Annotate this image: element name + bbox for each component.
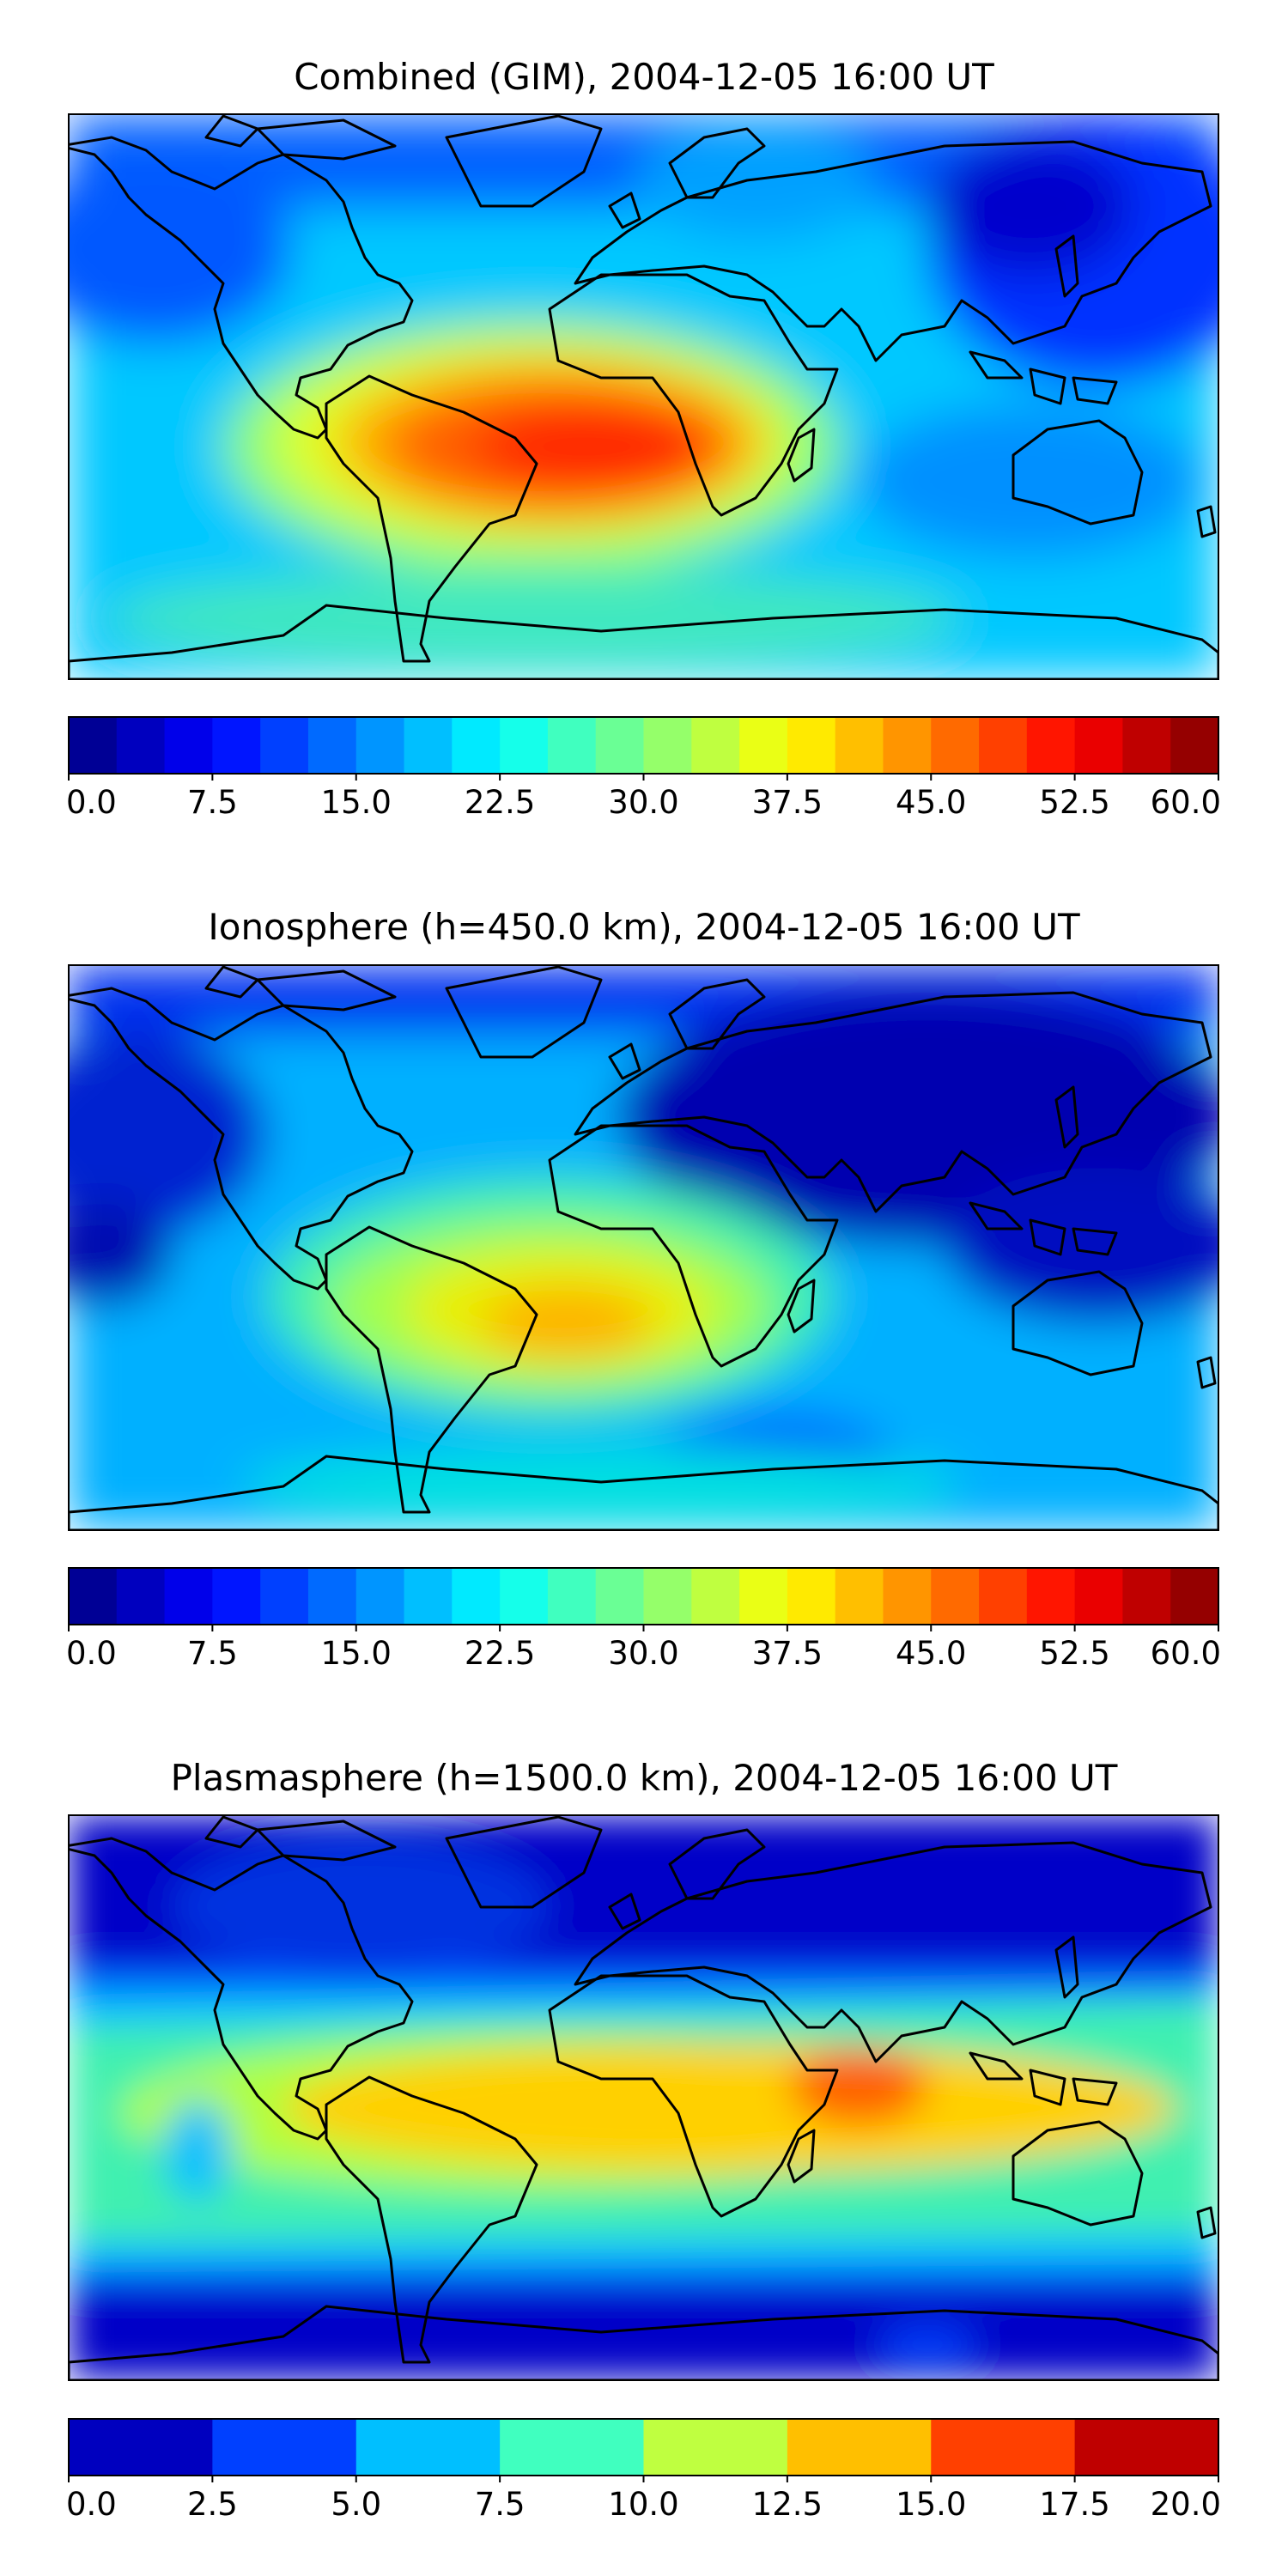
colorbar-tick-label: 45.0 [896,1635,966,1672]
colorbar-segment [931,2419,1076,2476]
colorbar-segment [691,717,740,774]
colorbar-tick-label: 30.0 [608,784,678,821]
colorbar: 0.0 2.5 5.0 7.5 10.0 12.5 15.0 17.5 20.0 [66,2418,1221,2523]
colorbar-segment [307,1568,357,1625]
colorbar-segment [452,1568,501,1625]
colorbar-segment [260,1568,309,1625]
colorbar-segment [500,2419,645,2476]
colorbar-segment [931,717,980,774]
colorbar-segment [1026,717,1076,774]
colorbar-segment [643,2419,788,2476]
colorbar: 0.0 7.5 15.0 22.5 30.0 37.5 45.0 52.5 60.0 [66,716,1221,821]
colorbar-segment [212,1568,261,1625]
colorbar-tick-label: 10.0 [608,2486,678,2523]
colorbar-tick-label: 22.5 [465,1635,535,1672]
colorbar-tick-label: 15.0 [321,784,392,821]
colorbar-segment [643,717,692,774]
colorbar-segment [835,717,884,774]
colorbar-segment [355,1568,405,1625]
colorbar-tick-label: 60.0 [1151,1635,1221,1672]
colorbar-segment [116,717,166,774]
colorbar-segment [787,1568,836,1625]
colorbar-segment [1170,717,1219,774]
map-title: Ionosphere (h=450.0 km), 2004-12-05 16:0… [208,906,1080,948]
colorbar-segment [116,1568,166,1625]
colorbar-segment [212,717,261,774]
colorbar-segment [643,1568,692,1625]
colorbar-segment [69,1568,118,1625]
map-frame [68,113,1219,680]
colorbar-tick-label: 52.5 [1039,1635,1109,1672]
colorbar-segment [307,717,357,774]
colorbar-segment [1122,1568,1171,1625]
colorbar-tick-label: 60.0 [1151,784,1221,821]
colorbar-segment [931,1568,980,1625]
colorbar-segment [404,1568,453,1625]
colorbar-tick-label: 0.0 [66,1635,117,1672]
colorbar-tick-label: 12.5 [752,2486,823,2523]
colorbar-segment [1074,717,1124,774]
heatmap-field [69,965,1218,1530]
colorbar-segment [547,1568,597,1625]
colorbar-segment [404,717,453,774]
colorbar-tick-label: 22.5 [465,784,535,821]
colorbar-segment [1026,1568,1076,1625]
colorbar-segment [164,1568,213,1625]
colorbar-segment [260,717,309,774]
colorbar-segment [355,717,405,774]
colorbar-tick-label: 15.0 [896,2486,966,2523]
colorbar-segment [883,717,932,774]
colorbar-segment [355,2419,501,2476]
colorbar-segment [164,717,213,774]
colorbar-segment [883,1568,932,1625]
colorbar-segment [979,1568,1028,1625]
colorbar-tick-label: 7.5 [187,1635,238,1672]
colorbar-segment [500,1568,549,1625]
heatmap-field [69,114,1218,679]
colorbar-segment [739,1568,788,1625]
colorbar-tick-label: 5.0 [331,2486,381,2523]
colorbar-segment [595,1568,645,1625]
colorbar-tick-label: 30.0 [608,1635,678,1672]
colorbar-segment [69,2419,213,2476]
map-title: Combined (GIM), 2004-12-05 16:00 UT [294,56,994,98]
colorbar-segment [787,2419,932,2476]
colorbar-tick-label: 7.5 [475,2486,526,2523]
colorbar: 0.0 7.5 15.0 22.5 30.0 37.5 45.0 52.5 60.0 [66,1567,1221,1672]
colorbar-segment [595,717,645,774]
colorbar-tick-label: 17.5 [1039,2486,1109,2523]
colorbar-segment [691,1568,740,1625]
colorbar-segment [979,717,1028,774]
colorbar-tick-label: 20.0 [1151,2486,1221,2523]
colorbar-segment [452,717,501,774]
colorbar-tick-label: 37.5 [752,1635,823,1672]
map-frame [68,1814,1219,2381]
colorbar-tick-label: 37.5 [752,784,823,821]
map-title: Plasmasphere (h=1500.0 km), 2004-12-05 1… [171,1757,1118,1799]
colorbar-segment [1074,1568,1124,1625]
colorbar-segment [500,717,549,774]
colorbar-tick-label: 45.0 [896,784,966,821]
colorbar-segment [739,717,788,774]
colorbar-segment [787,717,836,774]
colorbar-tick-label: 7.5 [187,784,238,821]
colorbar-tick-label: 0.0 [66,784,117,821]
colorbar-tick-label: 52.5 [1039,784,1109,821]
colorbar-segment [1122,717,1171,774]
colorbar-tick-label: 2.5 [187,2486,238,2523]
colorbar-segment [547,717,597,774]
colorbar-segment [835,1568,884,1625]
colorbar-tick-label: 0.0 [66,2486,117,2523]
colorbar-segment [1170,1568,1219,1625]
colorbar-segment [212,2419,357,2476]
colorbar-tick-label: 15.0 [321,1635,392,1672]
heatmap-field [69,1815,1218,2380]
map-frame [68,964,1219,1531]
colorbar-segment [1074,2419,1219,2476]
colorbar-segment [69,717,118,774]
